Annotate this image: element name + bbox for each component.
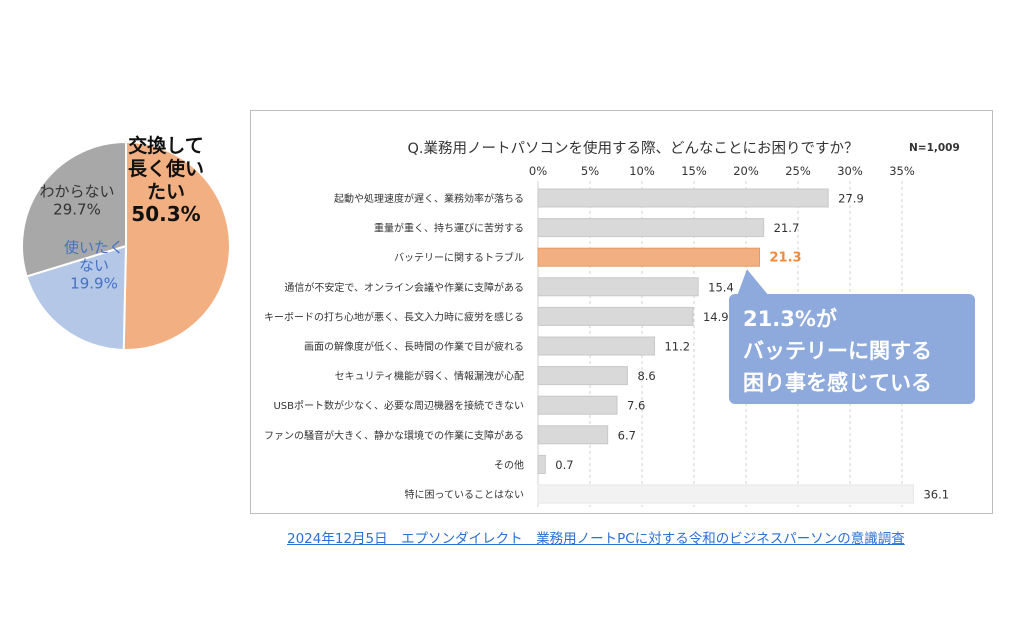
bar xyxy=(537,277,699,297)
category-label: ファンの騒音が大きく、静かな環境での作業に支障がある xyxy=(264,429,524,442)
pie-slice-2 xyxy=(21,140,127,278)
bar xyxy=(537,306,694,326)
x-tick-label: 0% xyxy=(529,164,547,178)
category-label: その他 xyxy=(494,458,524,471)
bar-value-label: 14.9 xyxy=(703,310,729,324)
bar-value-label: 21.7 xyxy=(774,221,800,235)
x-tick-label: 15% xyxy=(681,164,707,178)
sample-size-label: N=1,009 xyxy=(909,142,960,154)
bar-value-label: 8.6 xyxy=(637,369,655,383)
bar-value-label: 27.9 xyxy=(838,192,864,206)
bar-value-label: 21.3 xyxy=(770,251,802,266)
pie-slice-label: 使いたく xyxy=(64,238,124,256)
bar xyxy=(537,188,829,208)
pie-slice-label: わからない xyxy=(39,182,114,200)
bar-value-label: 15.4 xyxy=(708,280,734,294)
category-label: 画面の解像度が低く、長時間の作業で目が疲れる xyxy=(304,340,524,353)
x-tick-label: 30% xyxy=(837,164,863,178)
bar xyxy=(537,336,655,356)
pie-slice-1 xyxy=(25,244,128,351)
category-label: キーボードの打ち心地が悪く、長文入力時に疲労を感じる xyxy=(264,310,524,323)
category-label: USBポート数が少なく、必要な周辺機器を接続できない xyxy=(273,399,524,412)
category-label: 特に困っていることはない xyxy=(405,489,525,501)
category-label: 起動や処理速度が遅く、業務効率が落ちる xyxy=(334,192,524,205)
pie-value-label: 50.3% xyxy=(131,202,200,226)
pie-slice-label: ない xyxy=(79,256,109,274)
x-tick-label: 5% xyxy=(581,164,599,178)
pie-value-label: 19.9% xyxy=(70,274,118,292)
bar-value-label: 0.7 xyxy=(555,458,573,472)
callout-box xyxy=(729,294,975,404)
callout-text: 困り事を感じている xyxy=(743,371,932,395)
bar-value-label: 36.1 xyxy=(923,488,949,502)
callout-pointer xyxy=(737,269,769,296)
bar xyxy=(537,247,761,267)
category-label: バッテリーに関するトラブル xyxy=(394,251,524,264)
source-link[interactable]: 2024年12月5日 エプソンダイレクト 業務用ノートPCに対する令和のビジネス… xyxy=(287,531,905,547)
pie-slice-label: 長く使い xyxy=(128,158,204,180)
bar-chart: Q.業務用ノートパソコンを使用する際、どんなことにお困りですか？ N=1,009 0… xyxy=(264,140,975,507)
x-tick-label: 35% xyxy=(889,164,915,178)
bar xyxy=(537,395,618,415)
x-tick-label: 10% xyxy=(629,164,655,178)
callout-text: 21.3%が xyxy=(743,307,837,331)
bar-chart-panel: Q.業務用ノートパソコンを使用する際、どんなことにお困りですか？ N=1,009 0… xyxy=(250,110,993,514)
bar-value-label: 11.2 xyxy=(664,340,690,354)
callout-text: バッテリーに関する xyxy=(743,339,932,363)
bar xyxy=(537,218,765,238)
category-label: 重量が重く、持ち運びに苦労する xyxy=(374,222,524,235)
pie-value-label: 29.7% xyxy=(53,200,101,218)
pie-slice-label: 交換して xyxy=(128,134,203,157)
category-label: 通信が不安定で、オンライン会議や作業に支障がある xyxy=(284,281,524,294)
pie-slice-label: たい xyxy=(147,181,185,203)
bar xyxy=(537,454,546,474)
x-tick-label: 25% xyxy=(785,164,811,178)
bar-value-label: 7.6 xyxy=(627,399,645,413)
x-tick-label: 20% xyxy=(733,164,759,178)
category-label: セキュリティ機能が弱く、情報漏洩が心配 xyxy=(335,370,524,383)
bar xyxy=(537,366,628,386)
chart-title: Q.業務用ノートパソコンを使用する際、どんなことにお困りですか？ xyxy=(407,140,858,157)
bar xyxy=(537,425,609,445)
pie-slice-0 xyxy=(122,140,231,351)
bar xyxy=(537,484,914,504)
bar-value-label: 6.7 xyxy=(618,428,636,442)
